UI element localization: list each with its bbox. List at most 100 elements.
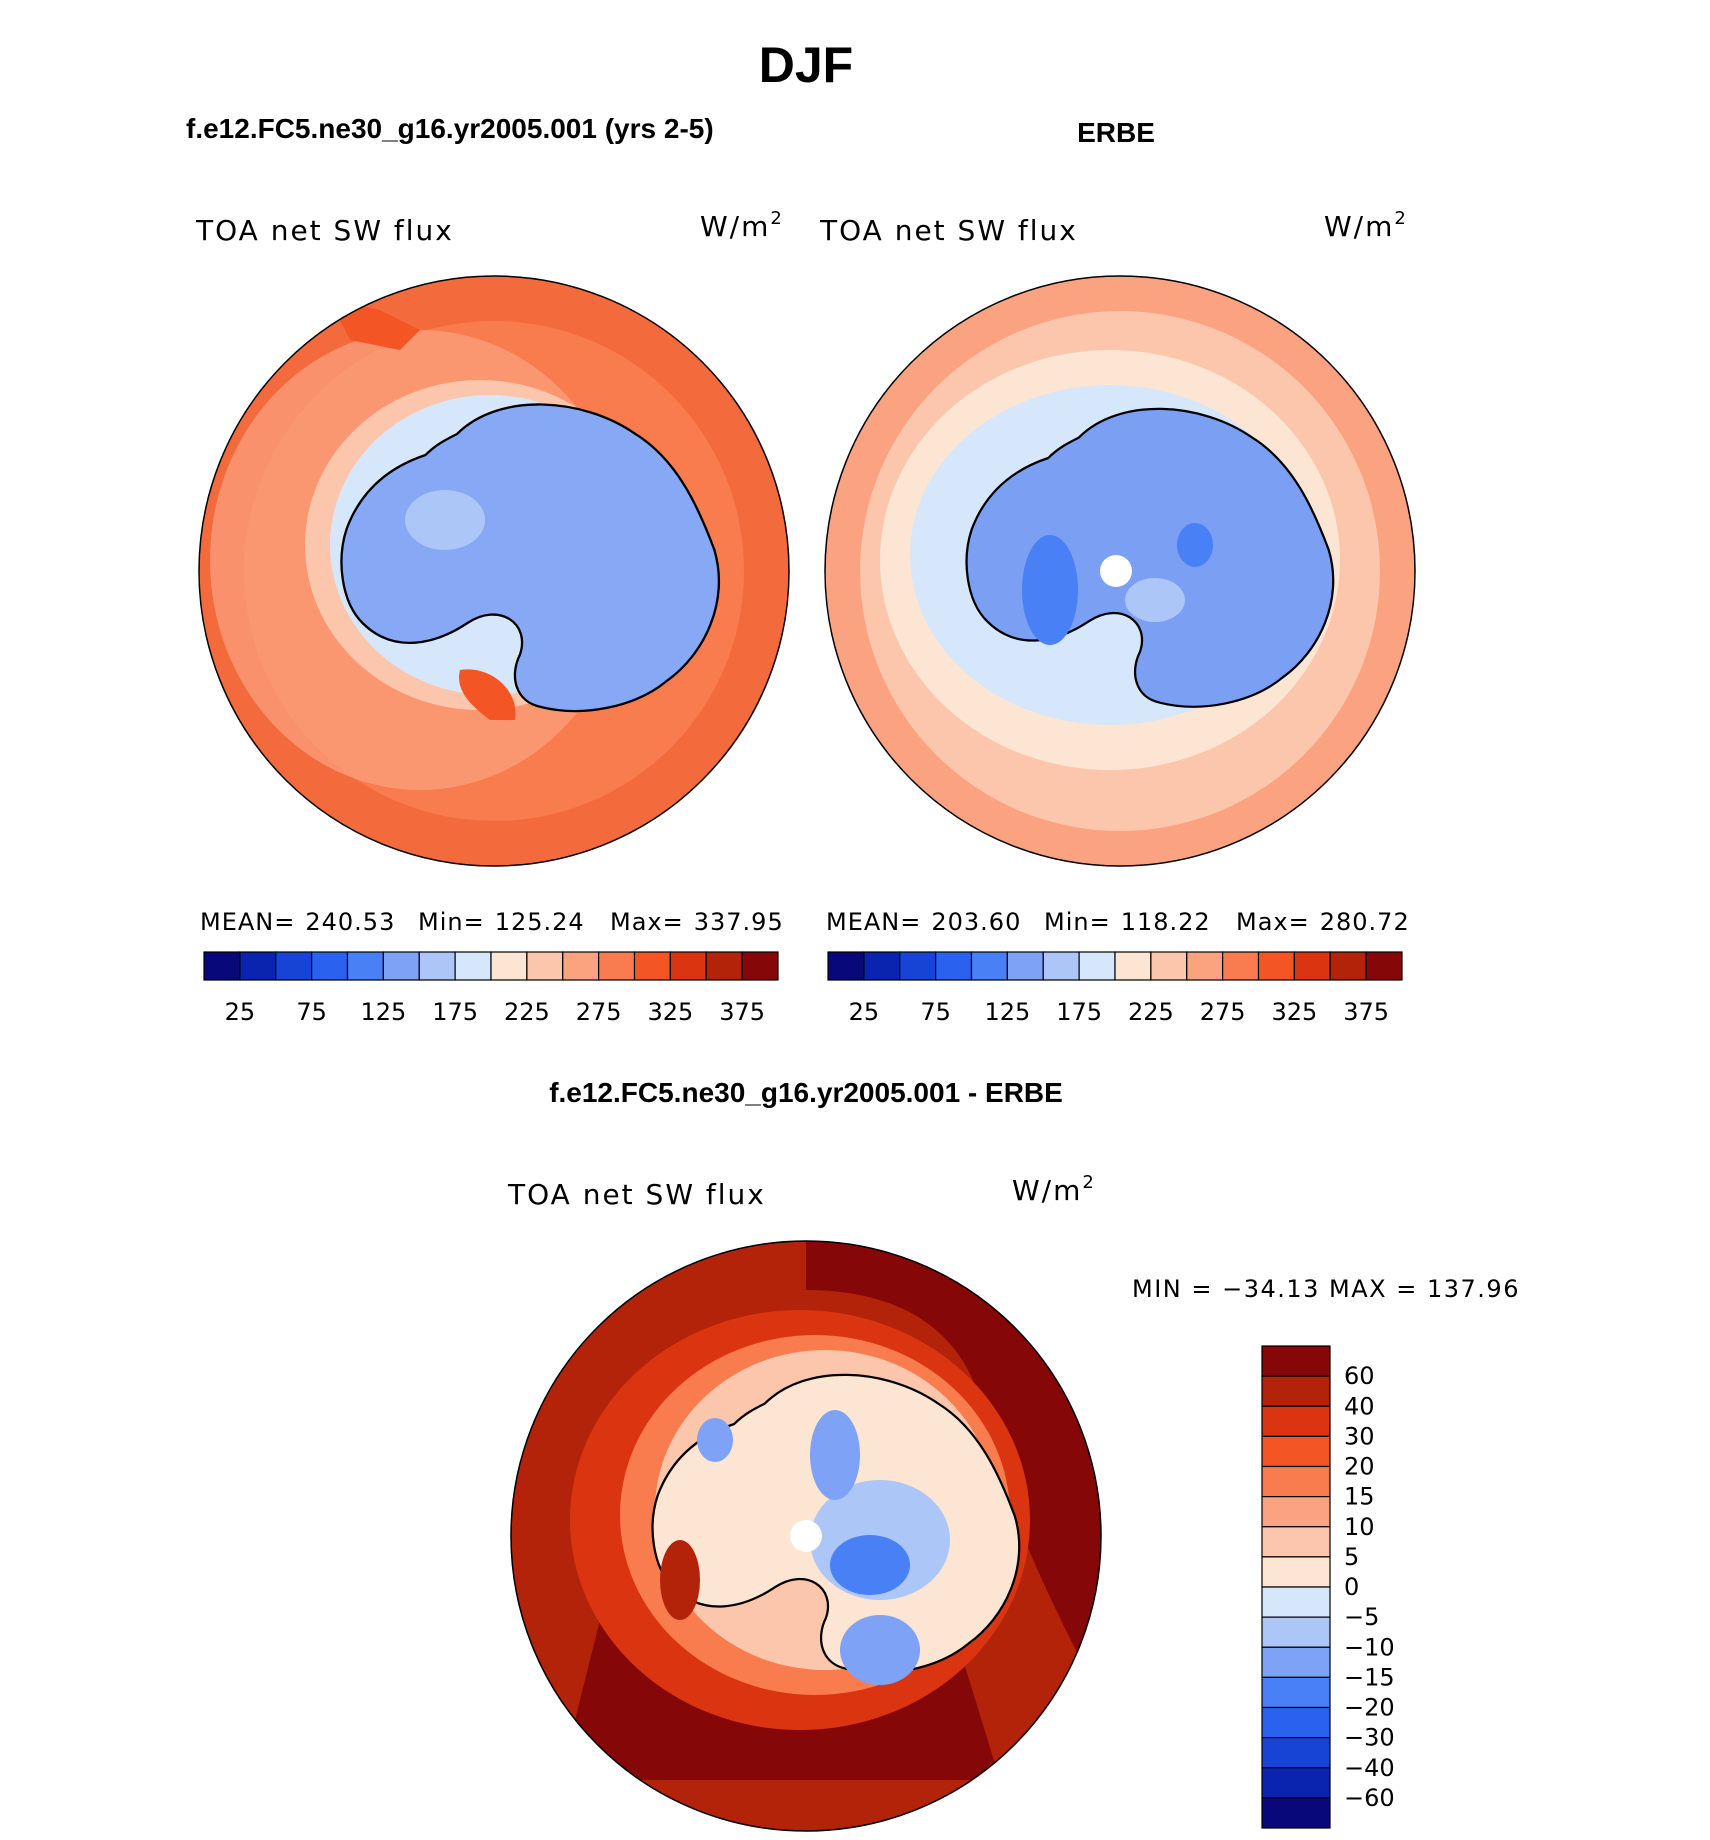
pole-missing-data: [790, 1520, 822, 1552]
high-flux-patch: [459, 669, 516, 720]
colorbar-swatch: [1329, 951, 1367, 981]
svg-text:Max=280.72: Max= 280.72: [1236, 908, 1410, 936]
colorbar-tick-label: 75: [296, 998, 327, 1026]
colorbar-tick-label: 275: [576, 998, 622, 1026]
colorbar-tick-label: 25: [225, 998, 256, 1026]
colorbar-swatch: [1257, 951, 1295, 981]
max-label: Max=: [610, 908, 684, 936]
panel-model-units: W/m2: [700, 208, 784, 243]
colorbar-tick-label: 125: [984, 998, 1030, 1026]
colorbar-tick-label: 125: [360, 998, 406, 1026]
panel-obs-units: W/m2: [1324, 208, 1408, 243]
colorbar-swatch: [562, 951, 600, 981]
max-value: 280.72: [1320, 908, 1410, 936]
colorbar-swatch: [705, 951, 743, 981]
svg-text:Min=118.22: Min= 118.22: [1044, 908, 1211, 936]
panel-diff: f.e12.FC5.ne30_g16.yr2005.001 - ERBE TOA…: [507, 1077, 1518, 1832]
figure-title: DJF: [759, 37, 853, 93]
colorbar-tick-label: 5: [1344, 1543, 1359, 1571]
colorbar-model: 25 75 125 175 225 275 325 375: [203, 951, 779, 1026]
colorbar-swatch: [526, 951, 564, 981]
min-label: Min=: [418, 908, 485, 936]
colorbar-swatch: [203, 951, 241, 981]
panel-diff-header: f.e12.FC5.ne30_g16.yr2005.001 - ERBE: [549, 1077, 1063, 1108]
colorbar-tick-label: 375: [1343, 998, 1389, 1026]
contour-band: [830, 1535, 910, 1595]
colorbar-swatch: [1261, 1465, 1331, 1498]
colorbar-swatch: [418, 951, 456, 981]
colorbar-swatch: [970, 951, 1008, 981]
colorbar-tick-label: 25: [849, 998, 880, 1026]
colorbar-swatch: [1261, 1496, 1331, 1528]
mean-label: MEAN=: [200, 908, 295, 936]
colorbar-swatch: [598, 951, 636, 981]
colorbar-tick-label: 225: [504, 998, 550, 1026]
svg-text:MEAN=203.60: MEAN= 203.60: [826, 908, 1021, 936]
colorbar-tick-label: 10: [1344, 1513, 1375, 1541]
map-model-border: [198, 275, 790, 867]
colorbar-swatch: [1293, 951, 1331, 981]
colorbar-swatch: [311, 951, 349, 981]
colorbar-swatch: [275, 951, 313, 981]
min-value: 125.24: [495, 908, 585, 936]
contour-band: [806, 1241, 1101, 1700]
panel-diff-variable: TOA net SW flux: [507, 1178, 766, 1211]
colorbar-tick-label: −10: [1344, 1633, 1395, 1661]
mean-value: 240.53: [305, 908, 395, 936]
colorbar-swatch: [1261, 1797, 1331, 1829]
colorbar-tick-label: 375: [719, 998, 765, 1026]
map-diff-border: [510, 1240, 1102, 1832]
colorbar-swatch: [1222, 951, 1260, 981]
colorbar-tick-label: −15: [1344, 1663, 1395, 1691]
colorbar-swatch: [863, 951, 901, 981]
colorbar-tick-label: 175: [1056, 998, 1102, 1026]
svg-text:Max=337.95: Max= 337.95: [610, 908, 784, 936]
colorbar-swatch: [1261, 1556, 1331, 1588]
colorbar-swatch: [633, 951, 671, 981]
min-label: Min=: [1044, 908, 1111, 936]
colorbar-swatch: [1261, 1435, 1331, 1468]
max-value: 337.95: [694, 908, 784, 936]
contour-band: [810, 1410, 860, 1500]
colorbar-tick-label: 175: [432, 998, 478, 1026]
colorbar-swatch: [1261, 1375, 1331, 1407]
colorbar-swatch: [239, 951, 277, 981]
colorbar-swatch: [1006, 951, 1044, 981]
colorbar-swatch: [1261, 1646, 1331, 1678]
colorbar-tick-label: 0: [1344, 1573, 1359, 1601]
pole-missing-data: [1100, 555, 1132, 587]
mean-value: 203.60: [931, 908, 1021, 936]
contour-band: [840, 1615, 920, 1685]
colorbar-tick-label: 30: [1344, 1422, 1375, 1450]
colorbar-tick-label: 325: [1271, 998, 1317, 1026]
colorbar-swatch: [1261, 1586, 1331, 1618]
colorbar-tick-label: 325: [647, 998, 693, 1026]
colorbar-tick-label: 275: [1200, 998, 1246, 1026]
colorbar-tick-label: 15: [1344, 1483, 1375, 1511]
colorbar-swatch: [741, 951, 779, 981]
svg-text:MEAN=240.53: MEAN= 240.53: [200, 908, 395, 936]
panel-model-variable: TOA net SW flux: [195, 214, 454, 247]
stats-model: MEAN= 240.53 Min= 125.24 Max= 337.95: [200, 908, 784, 936]
contour-band: [1022, 535, 1078, 645]
colorbar-tick-label: 225: [1128, 998, 1174, 1026]
max-label: Max=: [1236, 908, 1310, 936]
colorbar-tick-label: 20: [1344, 1453, 1375, 1481]
colorbar-swatch: [1150, 951, 1188, 981]
colorbar-swatch: [1186, 951, 1224, 981]
contour-band: [405, 490, 485, 550]
contour-band: [560, 1620, 1000, 1780]
colorbar-tick-label: −30: [1344, 1724, 1395, 1752]
colorbar-swatch: [346, 951, 384, 981]
colorbar-swatch: [1261, 1676, 1331, 1709]
panel-obs-header: ERBE: [1077, 117, 1155, 148]
colorbar-swatch: [1261, 1767, 1331, 1799]
colorbar-swatch: [899, 951, 937, 981]
colorbar-swatch: [454, 951, 492, 981]
svg-text:Min=125.24: Min= 125.24: [418, 908, 585, 936]
panel-diff-units: W/m2: [1012, 1172, 1096, 1207]
colorbar-swatch: [827, 951, 865, 981]
colorbar-tick-label: −20: [1344, 1694, 1395, 1722]
